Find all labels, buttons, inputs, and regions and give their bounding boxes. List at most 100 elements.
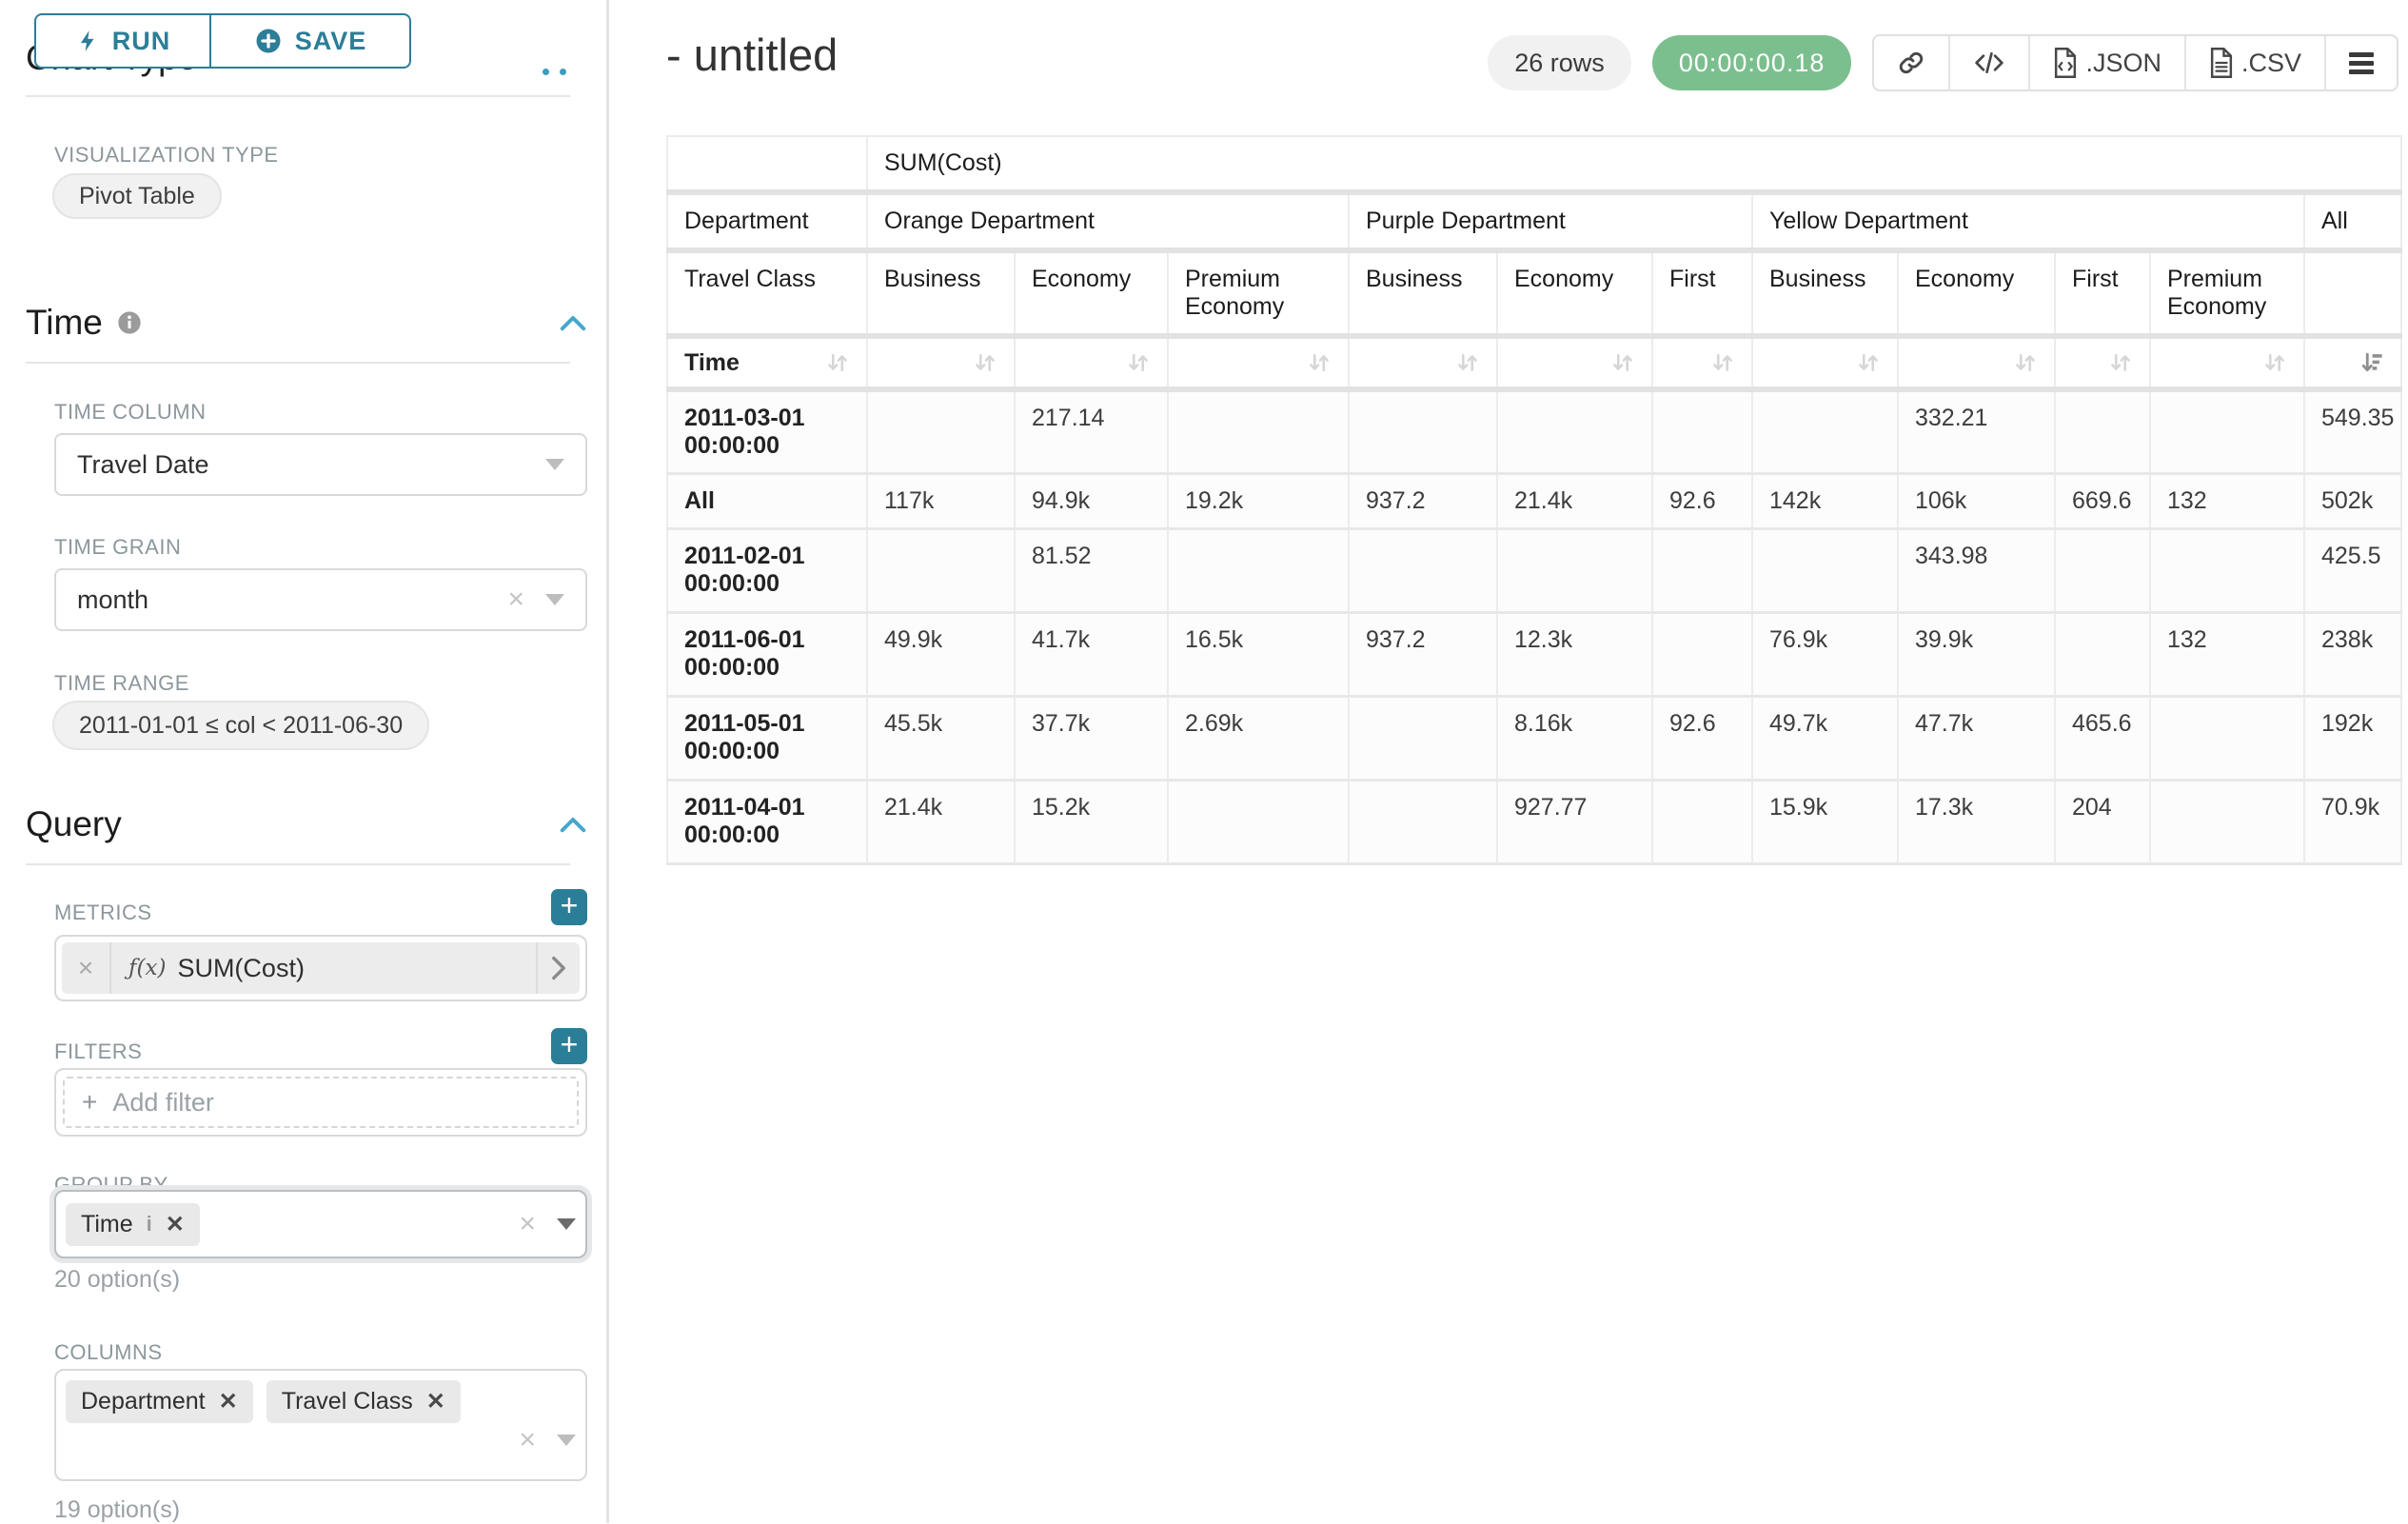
divider bbox=[26, 362, 570, 364]
share-link-button[interactable] bbox=[1874, 36, 1948, 89]
plus-circle-icon bbox=[254, 27, 283, 55]
json-file-icon bbox=[2053, 48, 2078, 78]
time-grain-label: TIME GRAIN bbox=[54, 535, 181, 560]
save-button[interactable]: SAVE bbox=[211, 15, 409, 67]
page-title[interactable]: - untitled bbox=[666, 29, 838, 81]
sort-icon[interactable] bbox=[1610, 350, 1635, 375]
cell bbox=[867, 529, 1015, 613]
time-range-pill[interactable]: 2011-01-01 ≤ col < 2011-06-30 bbox=[52, 701, 429, 750]
visualization-type-pill[interactable]: Pivot Table bbox=[52, 173, 222, 219]
sort-icon[interactable] bbox=[1126, 350, 1151, 375]
export-csv-button[interactable]: .CSV bbox=[2184, 36, 2324, 89]
table-row: 2011-03-01 00:00:00 217.14 332.21 549.35 bbox=[667, 389, 2401, 474]
travel-class-header: Economy bbox=[1015, 250, 1168, 336]
filters-label: FILTERS bbox=[54, 1039, 142, 1064]
save-button-label: SAVE bbox=[295, 27, 367, 56]
fx-icon: ƒ(x) bbox=[128, 956, 166, 980]
row-label: All bbox=[667, 474, 867, 529]
cell bbox=[1652, 389, 1752, 474]
view-query-button[interactable] bbox=[1948, 36, 2028, 89]
cell bbox=[2150, 781, 2304, 864]
add-filter-button[interactable]: + Add filter bbox=[63, 1077, 579, 1128]
cell: 37.7k bbox=[1015, 697, 1168, 781]
cell bbox=[1497, 529, 1652, 613]
add-filter-plus-button[interactable]: + bbox=[551, 1028, 587, 1064]
remove-tag-icon[interactable]: ✕ bbox=[426, 1388, 445, 1415]
cell bbox=[1752, 389, 1898, 474]
clear-icon[interactable]: × bbox=[507, 584, 524, 616]
remove-tag-icon[interactable]: ✕ bbox=[166, 1211, 185, 1238]
cell bbox=[867, 389, 1015, 474]
query-section-title: Query bbox=[26, 804, 122, 844]
time-column-value: Travel Date bbox=[77, 450, 209, 480]
chevron-right-icon[interactable] bbox=[536, 942, 580, 994]
info-icon: i bbox=[147, 1212, 152, 1237]
cell bbox=[1349, 697, 1497, 781]
travel-class-header bbox=[2304, 250, 2401, 336]
menu-button[interactable] bbox=[2324, 36, 2397, 89]
cell: 2.69k bbox=[1168, 697, 1349, 781]
sort-icon[interactable] bbox=[973, 350, 997, 375]
columns-options-hint: 19 option(s) bbox=[54, 1496, 180, 1524]
cell: 106k bbox=[1898, 474, 2055, 529]
cell bbox=[1752, 529, 1898, 613]
control-panel-sidebar: Chart Type RUN SAVE VISUALIZATION TYPE P… bbox=[0, 0, 609, 1523]
run-button[interactable]: RUN bbox=[36, 15, 211, 67]
sort-icon[interactable] bbox=[825, 350, 850, 375]
cell: 192k bbox=[2304, 697, 2401, 781]
sort-icon[interactable] bbox=[1455, 350, 1480, 375]
caret-down-icon[interactable] bbox=[545, 594, 564, 605]
cell bbox=[2055, 389, 2150, 474]
add-metric-button[interactable]: + bbox=[551, 889, 587, 925]
sort-icon[interactable] bbox=[1856, 350, 1881, 375]
sort-icon[interactable] bbox=[1307, 350, 1332, 375]
cell: 8.16k bbox=[1497, 697, 1652, 781]
clear-icon[interactable]: × bbox=[519, 1208, 536, 1240]
group-by-tag-label: Time bbox=[81, 1211, 133, 1238]
caret-down-icon[interactable] bbox=[545, 459, 564, 470]
sort-icon[interactable] bbox=[2013, 350, 2038, 375]
cell: 19.2k bbox=[1168, 474, 1349, 529]
pivot-corner-cell bbox=[667, 136, 867, 192]
cell: 927.77 bbox=[1497, 781, 1652, 864]
cell: 39.9k bbox=[1898, 613, 2055, 697]
filters-control: + Add filter bbox=[54, 1068, 587, 1137]
sort-icon[interactable] bbox=[1710, 350, 1735, 375]
group-by-select[interactable]: Time i ✕ × bbox=[54, 1190, 587, 1258]
travel-class-header: Business bbox=[1349, 250, 1497, 336]
time-grain-select[interactable]: month × bbox=[54, 568, 587, 631]
sort-descending-icon[interactable] bbox=[2359, 350, 2384, 375]
cell bbox=[1652, 613, 1752, 697]
metric-pill[interactable]: × ƒ(x) SUM(Cost) bbox=[62, 942, 580, 994]
remove-metric-icon[interactable]: × bbox=[62, 942, 111, 994]
panel-resize-handle[interactable] bbox=[543, 63, 577, 72]
sort-icon[interactable] bbox=[2108, 350, 2133, 375]
link-icon bbox=[1897, 49, 1925, 77]
cell bbox=[1168, 529, 1349, 613]
time-column-select[interactable]: Travel Date bbox=[54, 433, 587, 496]
cell: 92.6 bbox=[1652, 697, 1752, 781]
time-range-label: TIME RANGE bbox=[54, 671, 189, 696]
cell: 94.9k bbox=[1015, 474, 1168, 529]
run-save-button-group: RUN SAVE bbox=[34, 13, 411, 69]
cell: 41.7k bbox=[1015, 613, 1168, 697]
chevron-up-icon[interactable] bbox=[559, 312, 587, 333]
cell bbox=[1349, 389, 1497, 474]
sort-icon[interactable] bbox=[2262, 350, 2287, 375]
time-section-title: Time bbox=[26, 303, 103, 343]
clear-icon[interactable]: × bbox=[519, 1424, 536, 1456]
run-button-label: RUN bbox=[112, 27, 171, 56]
caret-down-icon[interactable] bbox=[557, 1435, 576, 1446]
cell: 47.7k bbox=[1898, 697, 2055, 781]
columns-select[interactable]: Department ✕ Travel Class ✕ × bbox=[54, 1369, 587, 1481]
table-row: 2011-05-01 00:00:00 45.5k 37.7k 2.69k 8.… bbox=[667, 697, 2401, 781]
metric-value: SUM(Cost) bbox=[177, 954, 305, 983]
caret-down-icon[interactable] bbox=[557, 1218, 576, 1230]
metric-header-cell: SUM(Cost) bbox=[867, 136, 2401, 192]
divider bbox=[26, 95, 570, 97]
remove-tag-icon[interactable]: ✕ bbox=[219, 1388, 238, 1415]
cell: 142k bbox=[1752, 474, 1898, 529]
chevron-up-icon[interactable] bbox=[559, 814, 587, 835]
query-section-heading: Query bbox=[26, 804, 587, 844]
export-json-button[interactable]: .JSON bbox=[2028, 36, 2184, 89]
